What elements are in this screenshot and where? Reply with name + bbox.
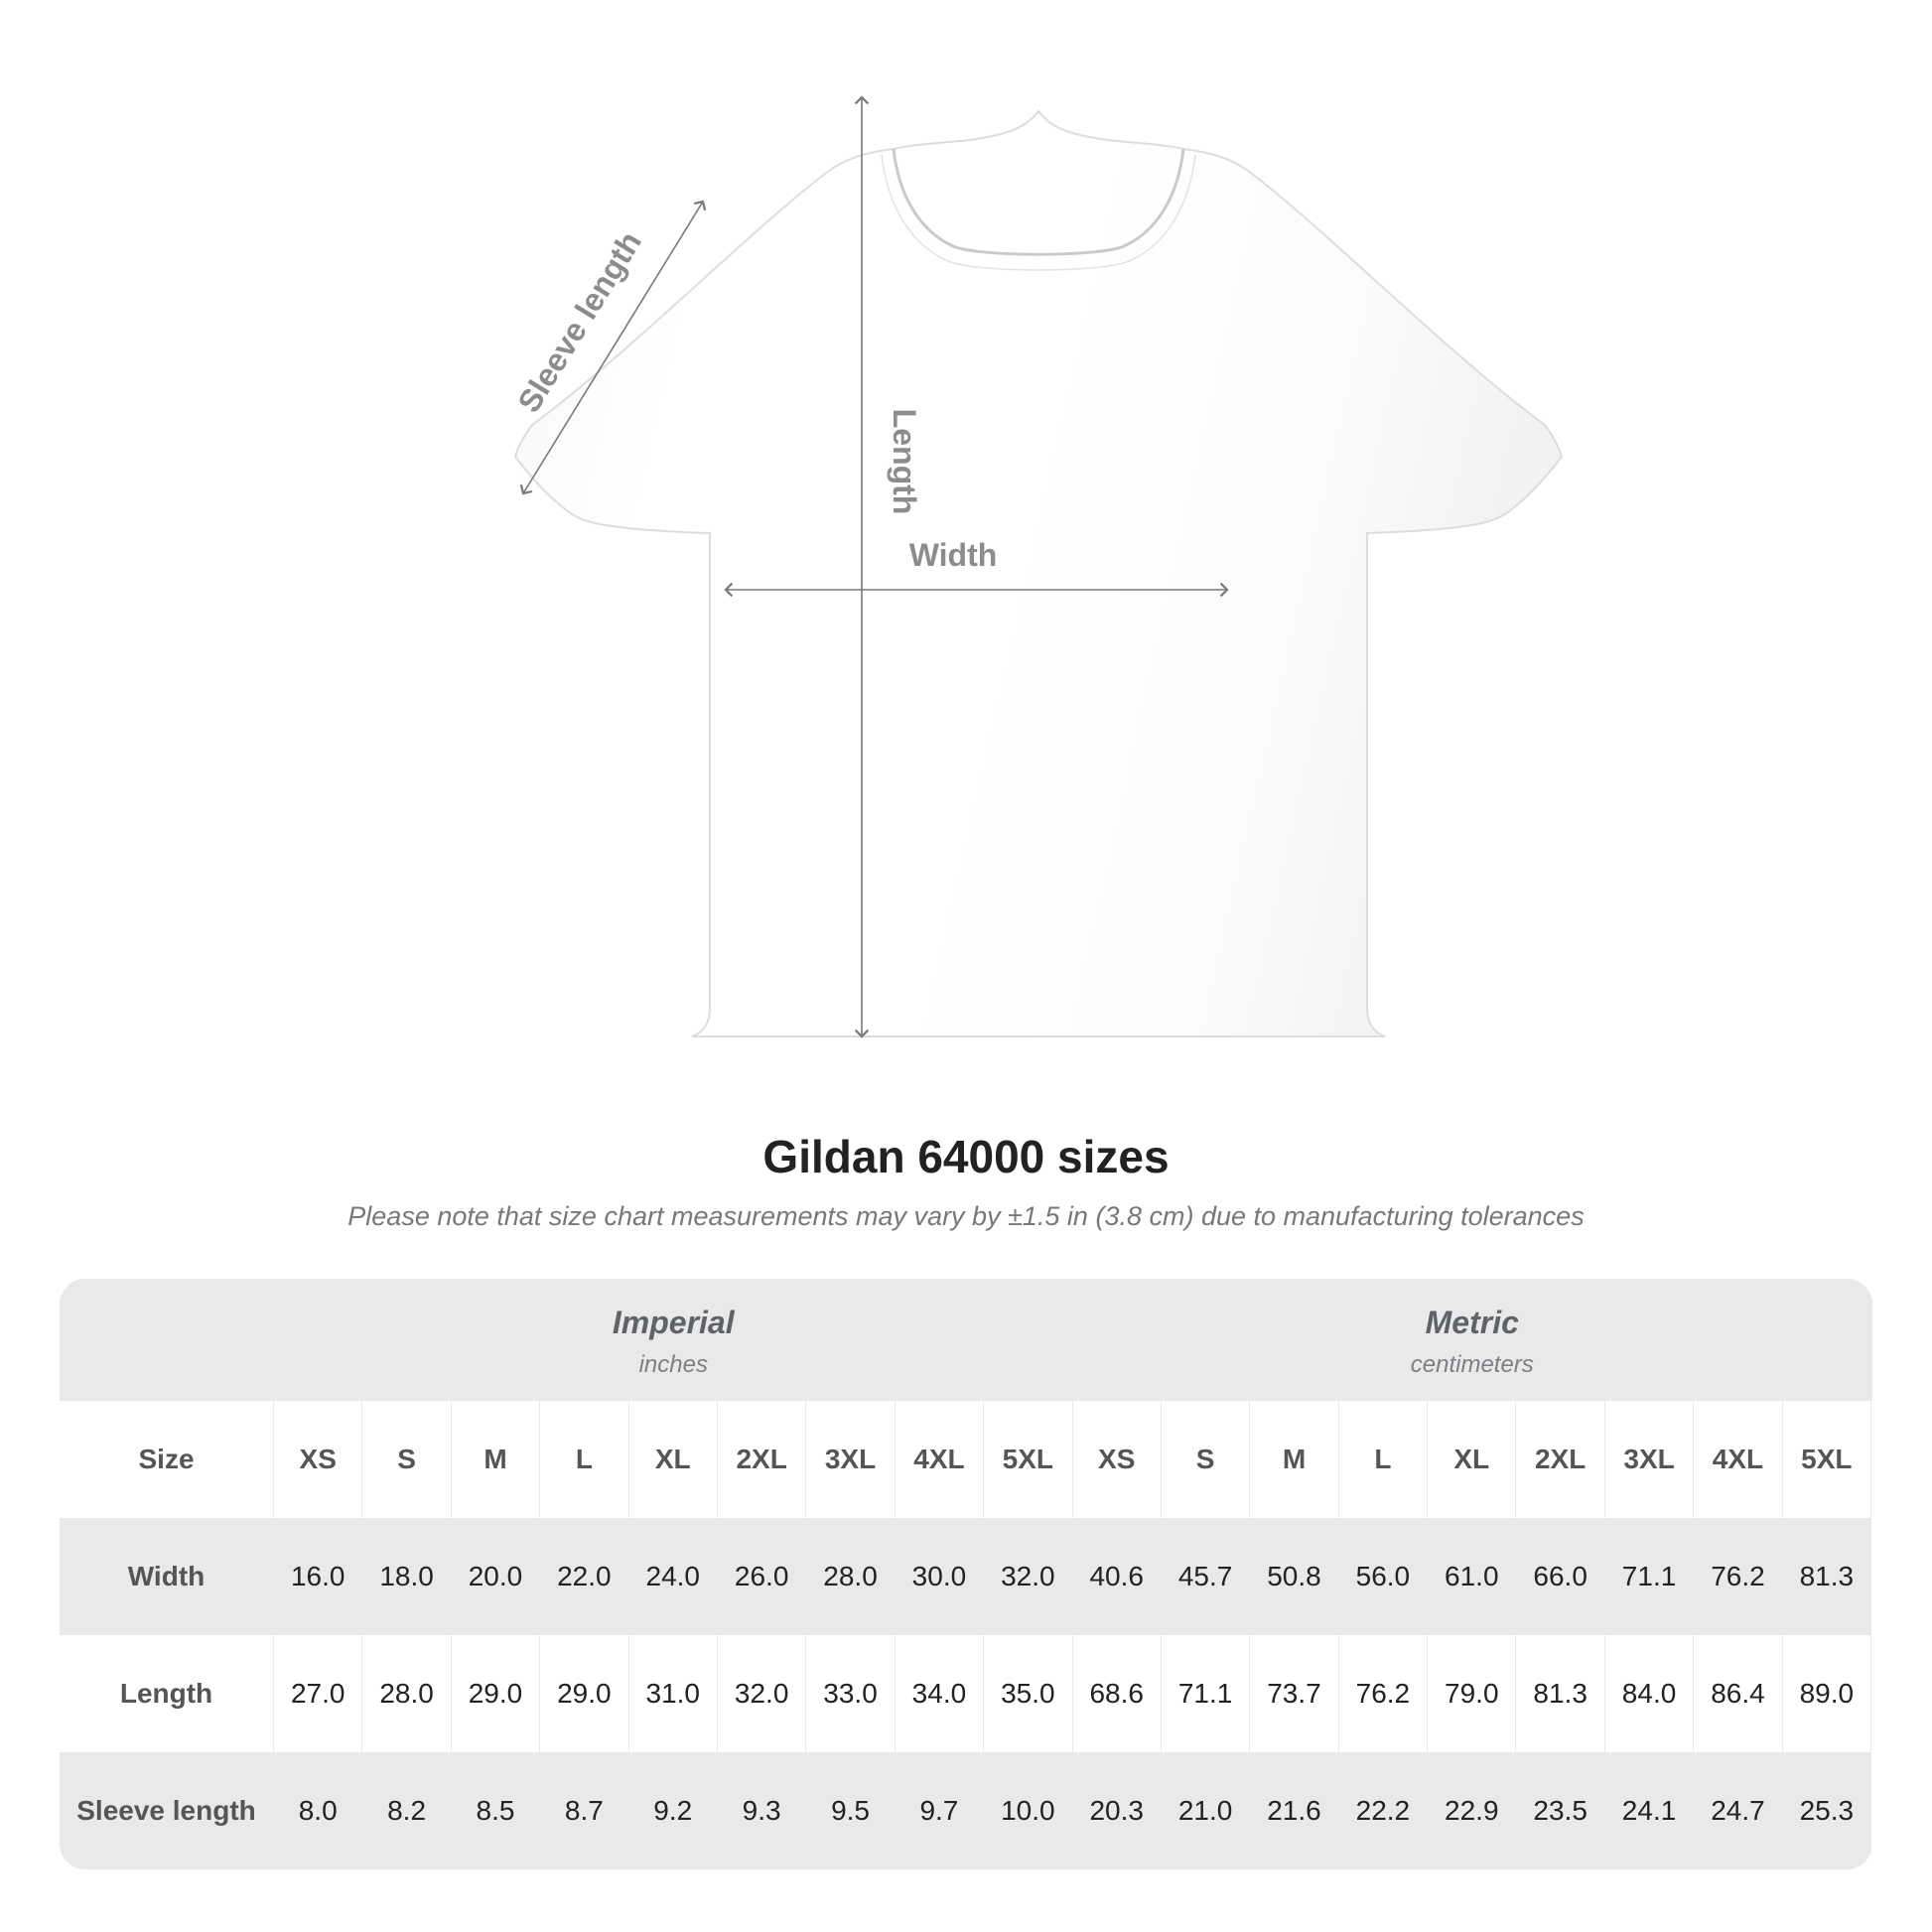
svg-text:Length: Length bbox=[887, 409, 922, 515]
svg-text:Width: Width bbox=[909, 537, 998, 573]
